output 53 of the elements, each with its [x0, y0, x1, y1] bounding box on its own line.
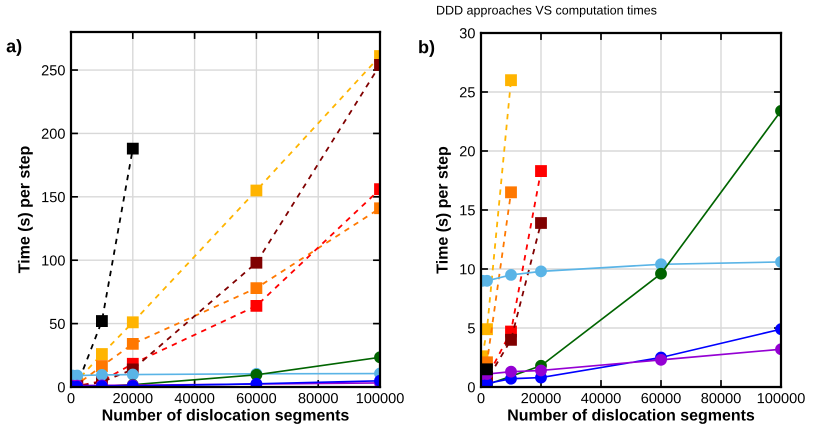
y-tick-label: 25 [460, 87, 475, 98]
x-tick-label: 40000 [581, 392, 621, 404]
y-tick-label: 100 [42, 255, 65, 266]
x-tick-label: 40000 [174, 392, 214, 404]
point [126, 142, 139, 155]
point [505, 334, 517, 346]
y-tick-label: 200 [42, 128, 65, 139]
y-tick-label: 5 [468, 323, 475, 334]
point [250, 300, 262, 312]
x-tick-label: 100000 [758, 392, 805, 404]
point [250, 282, 262, 294]
point [505, 186, 517, 198]
point [96, 315, 108, 327]
point [505, 74, 517, 86]
point [505, 268, 517, 281]
y-tick-label: 250 [42, 65, 65, 76]
y-tick-label: 0 [58, 382, 65, 392]
point [481, 363, 493, 376]
point [250, 256, 262, 269]
chart-title: DDD approaches VS computation times [437, 5, 656, 18]
y-tick-label: 50 [50, 318, 65, 330]
y-tick-label: 150 [42, 192, 65, 202]
point [126, 368, 139, 380]
x-tick-label: 0 [68, 392, 74, 404]
y-tick-label: 20 [460, 146, 475, 156]
x-tick-label: 60000 [236, 392, 276, 404]
x-tick-label: 0 [478, 392, 484, 404]
point [535, 217, 547, 229]
text: a) [6, 39, 22, 56]
point [535, 265, 547, 278]
point [535, 364, 547, 376]
y-tick-label: 30 [460, 28, 475, 38]
x-tick-label: 20000 [113, 392, 153, 404]
x-tick-label: 100000 [356, 392, 404, 404]
y-axis-title: Time (s) per step [18, 146, 33, 274]
point [126, 338, 139, 350]
y-tick-label: 15 [460, 205, 475, 216]
point [96, 369, 108, 381]
x-tick-label: 20000 [521, 392, 561, 404]
y-tick-label: 10 [460, 264, 475, 274]
y-axis-title: Time (s) per step [436, 146, 451, 274]
x-tick-label: 80000 [298, 392, 338, 404]
x-axis-title: Number of dislocation segments [508, 408, 754, 424]
point [250, 184, 262, 196]
x-axis-title: Number of dislocation segments [102, 408, 349, 424]
x-tick-label: 80000 [701, 392, 741, 404]
point [126, 316, 139, 328]
y-tick-label: 0 [468, 382, 475, 392]
point [505, 366, 517, 378]
x-tick-label: 60000 [641, 392, 681, 404]
text: b) [419, 40, 434, 57]
point [535, 165, 547, 177]
point [96, 348, 108, 360]
